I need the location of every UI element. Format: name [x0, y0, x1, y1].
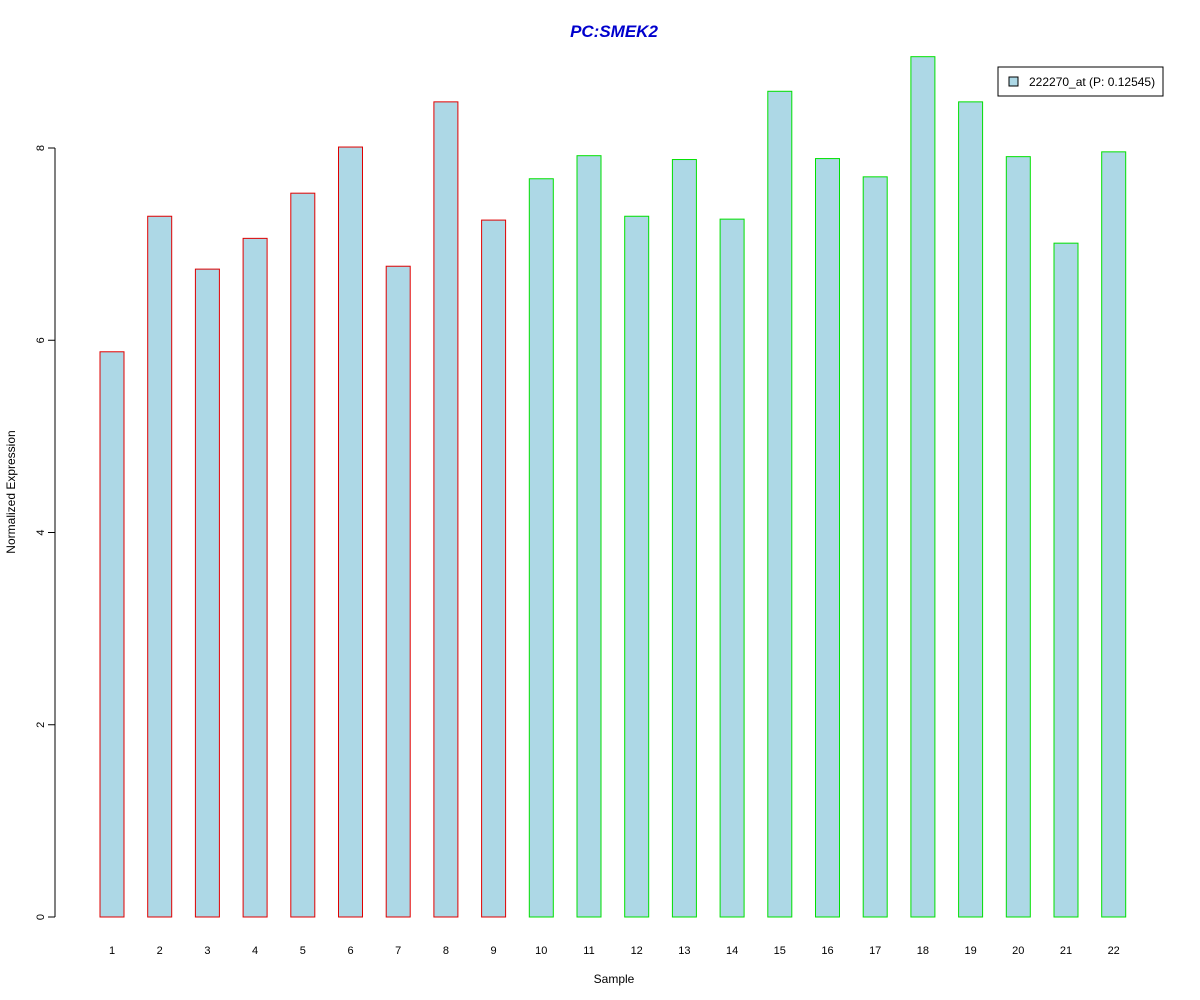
y-axis-label: Normalized Expression — [4, 430, 18, 553]
bar-sample-2 — [147, 215, 173, 918]
chart-title: PC:SMEK2 — [570, 22, 658, 41]
bar-sample-8 — [433, 101, 459, 918]
x-tick-label: 22 — [1108, 945, 1120, 957]
x-tick-label: 3 — [204, 945, 210, 957]
bar-sample-13 — [671, 159, 697, 918]
bar-sample-20 — [1005, 156, 1031, 918]
x-tick-label: 4 — [252, 945, 258, 957]
x-tick-label: 8 — [443, 945, 449, 957]
bar-sample-21 — [1053, 242, 1079, 918]
x-tick-label: 11 — [583, 945, 594, 957]
y-tick-label: 6 — [35, 337, 47, 343]
x-tick-label: 12 — [631, 945, 643, 957]
x-tick-label: 14 — [726, 945, 738, 957]
x-tick-label: 21 — [1060, 945, 1072, 957]
x-tick-label: 1 — [109, 945, 115, 957]
bar-sample-15 — [767, 90, 793, 918]
legend: 222270_at (P: 0.12545) — [997, 66, 1164, 97]
bar-sample-11 — [576, 155, 602, 918]
bar-sample-3 — [194, 268, 220, 918]
x-tick-label: 19 — [964, 945, 976, 957]
bar-sample-14 — [719, 218, 745, 918]
x-tick-label: 15 — [774, 945, 786, 957]
legend-label: 222270_at (P: 0.12545) — [1029, 75, 1155, 89]
bar-sample-22 — [1101, 151, 1127, 918]
y-tick-label: 8 — [35, 145, 47, 151]
x-tick-label: 20 — [1012, 945, 1024, 957]
x-tick-label: 9 — [491, 945, 497, 957]
y-tick-label: 0 — [35, 914, 47, 920]
bar-sample-9 — [481, 219, 507, 918]
x-tick-label: 10 — [535, 945, 547, 957]
bar-sample-19 — [958, 101, 984, 918]
legend-swatch — [1008, 76, 1019, 87]
bar-sample-16 — [815, 158, 840, 918]
y-tick-label: 2 — [35, 722, 47, 728]
bar-sample-10 — [528, 178, 554, 918]
x-tick-label: 16 — [821, 945, 833, 957]
y-axis: 0 2 4 6 8 — [35, 145, 56, 920]
bar-sample-6 — [338, 146, 363, 918]
bar-sample-5 — [290, 192, 316, 918]
x-axis-label: Sample — [594, 972, 635, 986]
x-tick-label: 2 — [157, 945, 163, 957]
y-tick-label: 4 — [35, 529, 47, 535]
bars-group — [99, 56, 1127, 918]
bar-sample-4 — [242, 237, 268, 918]
bar-sample-12 — [624, 215, 650, 918]
x-tick-label: 6 — [347, 945, 353, 957]
x-tick-label: 18 — [917, 945, 929, 957]
bar-sample-7 — [385, 265, 411, 918]
x-tick-labels: 1 2 3 4 5 6 7 8 9 10 11 12 13 14 15 16 17 18 19 20 21 22 — [109, 945, 1120, 957]
x-tick-label: 5 — [300, 945, 306, 957]
bar-sample-1 — [99, 351, 125, 918]
bar-sample-17 — [862, 176, 888, 918]
x-tick-label: 7 — [395, 945, 401, 957]
x-tick-label: 13 — [678, 945, 690, 957]
legend-box — [997, 66, 1164, 97]
x-tick-label: 17 — [869, 945, 881, 957]
bar-sample-18 — [910, 56, 936, 918]
